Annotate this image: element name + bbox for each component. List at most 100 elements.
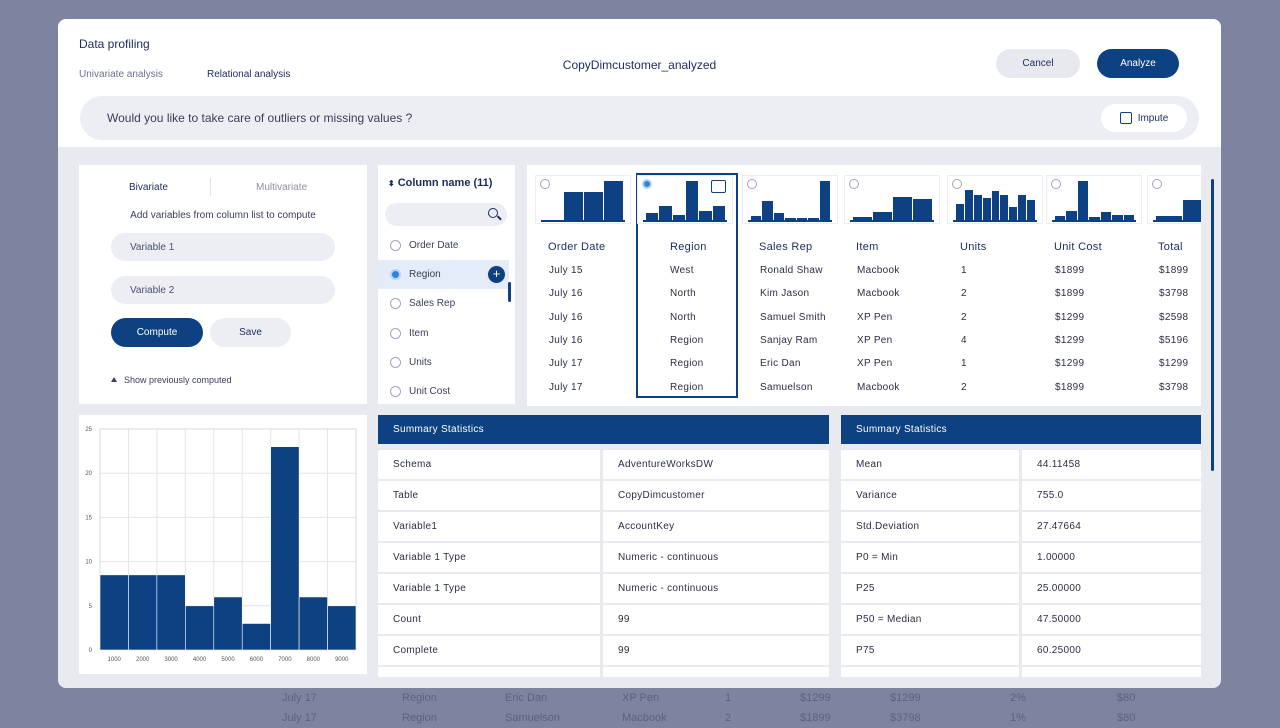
radio-icon[interactable]	[390, 386, 401, 397]
column-list-scrollbar[interactable]	[508, 282, 511, 302]
histogram-bar	[785, 218, 796, 221]
table-cell[interactable]: Samuel Smith	[760, 311, 826, 323]
tab-univariate-analysis[interactable]: Univariate analysis	[79, 69, 163, 80]
table-cell[interactable]: Samuelson	[760, 381, 813, 393]
table-header-cell[interactable]: Sales Rep	[759, 241, 813, 253]
radio-selected-icon[interactable]	[390, 269, 401, 281]
column-histogram-thumb[interactable]	[535, 175, 631, 224]
search-icon[interactable]	[488, 208, 498, 218]
impute-button[interactable]: Impute	[1101, 104, 1187, 132]
table-header-cell[interactable]: Order Date	[548, 241, 606, 253]
table-cell[interactable]: $1899	[1055, 381, 1085, 393]
radio-icon[interactable]	[849, 179, 859, 189]
table-cell[interactable]: Macbook	[857, 265, 900, 276]
table-cell[interactable]: 1	[961, 358, 967, 370]
column-histogram-thumb[interactable]	[637, 175, 733, 224]
column-item[interactable]: Item	[378, 319, 509, 348]
radio-icon[interactable]	[540, 179, 550, 189]
table-cell[interactable]: $1899	[1055, 265, 1085, 276]
table-cell[interactable]: West	[670, 265, 694, 276]
table-header-cell[interactable]: Item	[856, 241, 879, 253]
table-cell[interactable]: Sanjay Ram	[760, 334, 818, 346]
column-item[interactable]: Units	[378, 348, 509, 377]
compute-button[interactable]: Compute	[111, 318, 203, 347]
column-histogram-thumb[interactable]	[1147, 175, 1201, 224]
table-cell[interactable]: 2	[961, 288, 967, 300]
table-cell[interactable]: 2	[961, 311, 967, 323]
table-cell[interactable]: 4	[961, 334, 967, 346]
table-cell[interactable]: July 16	[549, 311, 583, 323]
table-header-cell[interactable]: Total	[1158, 241, 1183, 253]
table-cell[interactable]: Ronald Shaw	[760, 265, 823, 276]
analyze-button[interactable]: Analyze	[1097, 49, 1179, 78]
table-cell[interactable]: Region	[670, 334, 704, 346]
table-cell[interactable]: Kim Jason	[760, 288, 810, 300]
table-cell[interactable]: Macbook	[857, 288, 900, 300]
table-cell[interactable]: $1899	[1159, 265, 1189, 276]
histogram-bar	[1156, 215, 1182, 221]
variable-2-field[interactable]: Variable 2	[111, 276, 335, 304]
table-cell[interactable]: $1299	[1055, 311, 1085, 323]
table-cell[interactable]: XP Pen	[857, 311, 893, 323]
table-cell[interactable]: Eric Dan	[760, 358, 801, 370]
table-cell[interactable]: $3798	[1159, 381, 1189, 393]
radio-selected-icon[interactable]	[642, 179, 652, 189]
table-cell[interactable]: North	[670, 288, 696, 300]
table-cell[interactable]: XP Pen	[857, 358, 893, 370]
table-header-cell[interactable]: Region	[670, 241, 707, 253]
table-cell[interactable]: $1299	[1055, 358, 1085, 370]
radio-icon[interactable]	[390, 240, 401, 251]
radio-icon[interactable]	[390, 327, 401, 339]
table-cell[interactable]: North	[670, 311, 696, 323]
table-cell[interactable]: Macbook	[857, 381, 900, 393]
column-item[interactable]: Sales Rep	[378, 289, 509, 318]
table-cell[interactable]: July 15	[549, 265, 583, 276]
tab-multivariate[interactable]: Multivariate	[256, 182, 308, 193]
column-search-input[interactable]	[385, 203, 507, 226]
chart-settings-icon[interactable]	[711, 180, 726, 193]
table-cell[interactable]: July 16	[549, 288, 583, 300]
table-header-cell[interactable]: Unit Cost	[1054, 241, 1102, 253]
radio-icon[interactable]	[1051, 179, 1061, 189]
background-cell: $1899	[800, 712, 831, 724]
tab-relational-analysis[interactable]: Relational analysis	[207, 69, 291, 80]
outlier-question: Would you like to take care of outliers …	[107, 111, 413, 125]
table-cell[interactable]: July 16	[549, 334, 583, 346]
table-cell[interactable]: $1899	[1055, 288, 1085, 300]
data-table-scrollbar[interactable]	[1211, 179, 1214, 471]
table-cell[interactable]: XP Pen	[857, 334, 893, 346]
radio-icon[interactable]	[1152, 179, 1162, 189]
variable-1-field[interactable]: Variable 1	[111, 233, 335, 261]
histogram-bar	[1077, 181, 1089, 221]
table-cell[interactable]: 1	[961, 265, 967, 276]
table-cell[interactable]: $1299	[1159, 358, 1189, 370]
tab-bivariate[interactable]: Bivariate	[129, 182, 168, 193]
table-cell[interactable]: $5196	[1159, 334, 1189, 346]
table-header-cell[interactable]: Units	[960, 241, 987, 253]
cancel-button[interactable]: Cancel	[996, 49, 1080, 78]
column-histogram-thumb[interactable]	[742, 175, 838, 224]
table-cell[interactable]: Region	[670, 381, 704, 393]
table-cell[interactable]: $3798	[1159, 288, 1189, 300]
table-cell[interactable]: $2598	[1159, 311, 1189, 323]
radio-icon[interactable]	[390, 298, 401, 310]
save-button[interactable]: Save	[210, 318, 291, 347]
column-histogram-thumb[interactable]	[947, 175, 1043, 224]
table-cell[interactable]: 2	[961, 381, 967, 393]
table-cell[interactable]: $1299	[1055, 334, 1085, 346]
radio-icon[interactable]	[747, 179, 757, 189]
column-item[interactable]: Region +	[378, 260, 509, 290]
table-cell[interactable]: Region	[670, 358, 704, 370]
add-icon[interactable]: +	[488, 266, 505, 284]
radio-icon[interactable]	[390, 356, 401, 368]
summary-value: 25.00000	[1022, 574, 1201, 603]
column-item[interactable]: Order Date	[378, 231, 509, 260]
sort-icon[interactable]: ⬍	[388, 179, 395, 188]
column-histogram-thumb[interactable]	[1046, 175, 1142, 224]
column-histogram-thumb[interactable]	[844, 175, 940, 224]
table-cell[interactable]: July 17	[549, 358, 583, 370]
radio-icon[interactable]	[952, 179, 962, 189]
column-item[interactable]: Unit Cost	[378, 377, 509, 404]
table-cell[interactable]: July 17	[549, 381, 583, 393]
show-previously-computed[interactable]: Show previously computed	[111, 375, 232, 385]
